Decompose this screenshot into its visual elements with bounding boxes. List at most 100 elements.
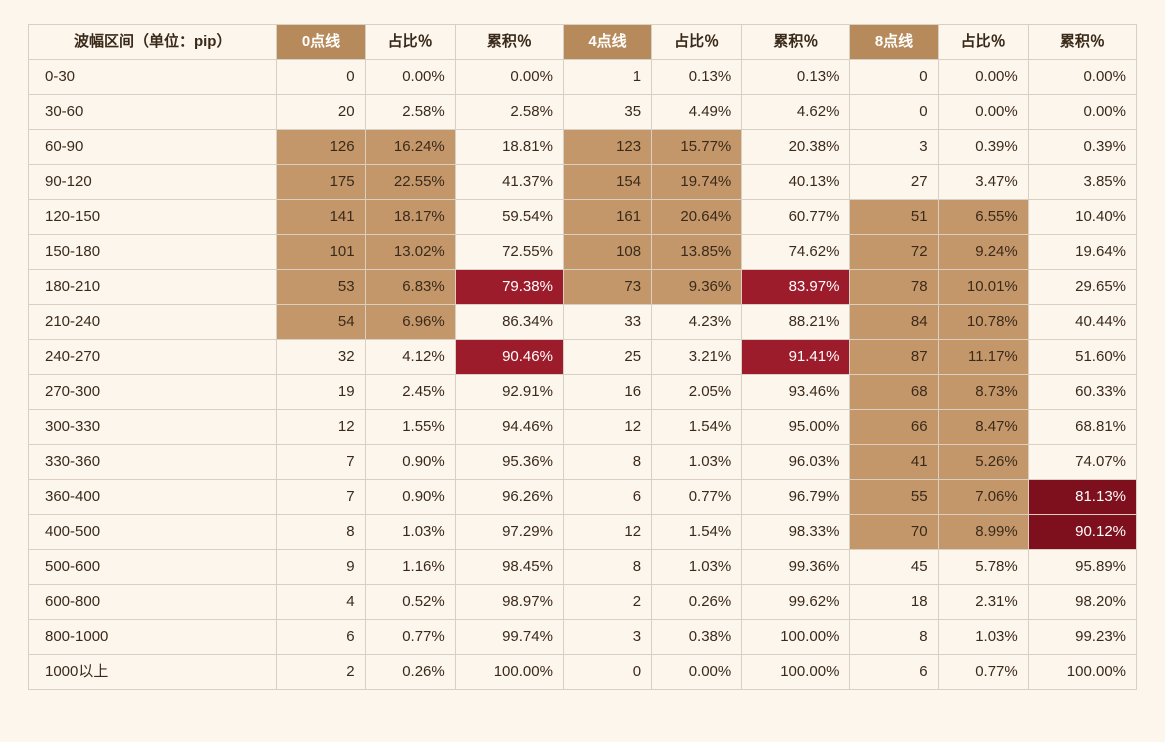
cell-g8_c: 90.12%: [1028, 515, 1136, 550]
cell-g0_p: 16.24%: [365, 130, 455, 165]
table-row: 210-240546.96%86.34%334.23%88.21%8410.78…: [29, 305, 1137, 340]
cell-g4_n: 33: [563, 305, 651, 340]
cell-g8_c: 98.20%: [1028, 585, 1136, 620]
cell-g4_p: 0.38%: [652, 620, 742, 655]
cell-g4_p: 1.03%: [652, 445, 742, 480]
cell-g4_p: 2.05%: [652, 375, 742, 410]
cell-g0_p: 6.83%: [365, 270, 455, 305]
cell-g8_p: 8.47%: [938, 410, 1028, 445]
cell-g0_n: 4: [277, 585, 365, 620]
cell-g8_c: 99.23%: [1028, 620, 1136, 655]
col-8-pct: 占比％: [938, 25, 1028, 60]
cell-g4_c: 88.21%: [742, 305, 850, 340]
cell-g4_c: 96.79%: [742, 480, 850, 515]
cell-g4_n: 0: [563, 655, 651, 690]
col-0-pct: 占比％: [365, 25, 455, 60]
cell-g8_c: 95.89%: [1028, 550, 1136, 585]
cell-g8_c: 60.33%: [1028, 375, 1136, 410]
cell-g0_p: 2.45%: [365, 375, 455, 410]
table-header-row: 波幅区间（单位：pip） 0点线 占比％ 累积％ 4点线 占比％ 累积％ 8点线…: [29, 25, 1137, 60]
cell-g0_p: 1.03%: [365, 515, 455, 550]
cell-g8_c: 40.44%: [1028, 305, 1136, 340]
cell-g8_c: 81.13%: [1028, 480, 1136, 515]
cell-g8_n: 66: [850, 410, 938, 445]
cell-g4_c: 99.62%: [742, 585, 850, 620]
cell-g4_n: 3: [563, 620, 651, 655]
table-row: 90-12017522.55%41.37%15419.74%40.13%273.…: [29, 165, 1137, 200]
col-4-cum: 累积％: [742, 25, 850, 60]
cell-g0_n: 54: [277, 305, 365, 340]
cell-range: 120-150: [29, 200, 277, 235]
cell-g4_n: 35: [563, 95, 651, 130]
table-row: 400-50081.03%97.29%121.54%98.33%708.99%9…: [29, 515, 1137, 550]
cell-g0_c: 95.36%: [455, 445, 563, 480]
cell-g0_p: 0.52%: [365, 585, 455, 620]
cell-g8_c: 68.81%: [1028, 410, 1136, 445]
cell-g8_n: 6: [850, 655, 938, 690]
cell-g4_n: 1: [563, 60, 651, 95]
table-row: 180-210536.83%79.38%739.36%83.97%7810.01…: [29, 270, 1137, 305]
cell-g0_c: 0.00%: [455, 60, 563, 95]
cell-g4_p: 0.26%: [652, 585, 742, 620]
cell-g0_n: 126: [277, 130, 365, 165]
table-row: 360-40070.90%96.26%60.77%96.79%557.06%81…: [29, 480, 1137, 515]
cell-g0_n: 2: [277, 655, 365, 690]
cell-g8_n: 18: [850, 585, 938, 620]
cell-g0_n: 8: [277, 515, 365, 550]
cell-g8_n: 41: [850, 445, 938, 480]
cell-g0_c: 72.55%: [455, 235, 563, 270]
cell-g0_c: 98.45%: [455, 550, 563, 585]
cell-g4_c: 95.00%: [742, 410, 850, 445]
cell-g8_n: 27: [850, 165, 938, 200]
cell-g0_n: 7: [277, 480, 365, 515]
cell-g0_n: 101: [277, 235, 365, 270]
cell-g8_p: 9.24%: [938, 235, 1028, 270]
cell-g4_n: 154: [563, 165, 651, 200]
cell-g4_n: 73: [563, 270, 651, 305]
cell-g4_c: 83.97%: [742, 270, 850, 305]
cell-g8_p: 1.03%: [938, 620, 1028, 655]
cell-range: 360-400: [29, 480, 277, 515]
cell-g0_c: 92.91%: [455, 375, 563, 410]
cell-g0_p: 18.17%: [365, 200, 455, 235]
cell-g0_n: 6: [277, 620, 365, 655]
cell-g8_n: 70: [850, 515, 938, 550]
cell-g4_p: 20.64%: [652, 200, 742, 235]
table-row: 240-270324.12%90.46%253.21%91.41%8711.17…: [29, 340, 1137, 375]
cell-g8_p: 3.47%: [938, 165, 1028, 200]
cell-range: 270-300: [29, 375, 277, 410]
cell-g4_n: 12: [563, 410, 651, 445]
cell-g4_c: 60.77%: [742, 200, 850, 235]
cell-g4_c: 99.36%: [742, 550, 850, 585]
cell-g4_c: 40.13%: [742, 165, 850, 200]
table-row: 500-60091.16%98.45%81.03%99.36%455.78%95…: [29, 550, 1137, 585]
cell-g4_p: 13.85%: [652, 235, 742, 270]
cell-g8_c: 3.85%: [1028, 165, 1136, 200]
cell-g8_p: 0.77%: [938, 655, 1028, 690]
table-row: 1000以上20.26%100.00%00.00%100.00%60.77%10…: [29, 655, 1137, 690]
cell-g4_p: 4.23%: [652, 305, 742, 340]
table-row: 60-9012616.24%18.81%12315.77%20.38%30.39…: [29, 130, 1137, 165]
table-row: 120-15014118.17%59.54%16120.64%60.77%516…: [29, 200, 1137, 235]
cell-g4_p: 15.77%: [652, 130, 742, 165]
cell-g0_c: 99.74%: [455, 620, 563, 655]
cell-g0_p: 0.77%: [365, 620, 455, 655]
cell-g0_c: 98.97%: [455, 585, 563, 620]
cell-range: 180-210: [29, 270, 277, 305]
col-4-count: 4点线: [563, 25, 651, 60]
cell-g4_n: 123: [563, 130, 651, 165]
cell-g4_n: 25: [563, 340, 651, 375]
cell-g8_n: 45: [850, 550, 938, 585]
cell-g8_n: 8: [850, 620, 938, 655]
table-body: 0-3000.00%0.00%10.13%0.13%00.00%0.00%30-…: [29, 60, 1137, 690]
cell-g8_c: 74.07%: [1028, 445, 1136, 480]
cell-g0_n: 19: [277, 375, 365, 410]
table-row: 30-60202.58%2.58%354.49%4.62%00.00%0.00%: [29, 95, 1137, 130]
cell-g0_p: 13.02%: [365, 235, 455, 270]
cell-g8_p: 11.17%: [938, 340, 1028, 375]
cell-g0_c: 90.46%: [455, 340, 563, 375]
cell-g0_p: 1.16%: [365, 550, 455, 585]
col-8-cum: 累积％: [1028, 25, 1136, 60]
cell-g0_c: 100.00%: [455, 655, 563, 690]
cell-g4_c: 100.00%: [742, 620, 850, 655]
